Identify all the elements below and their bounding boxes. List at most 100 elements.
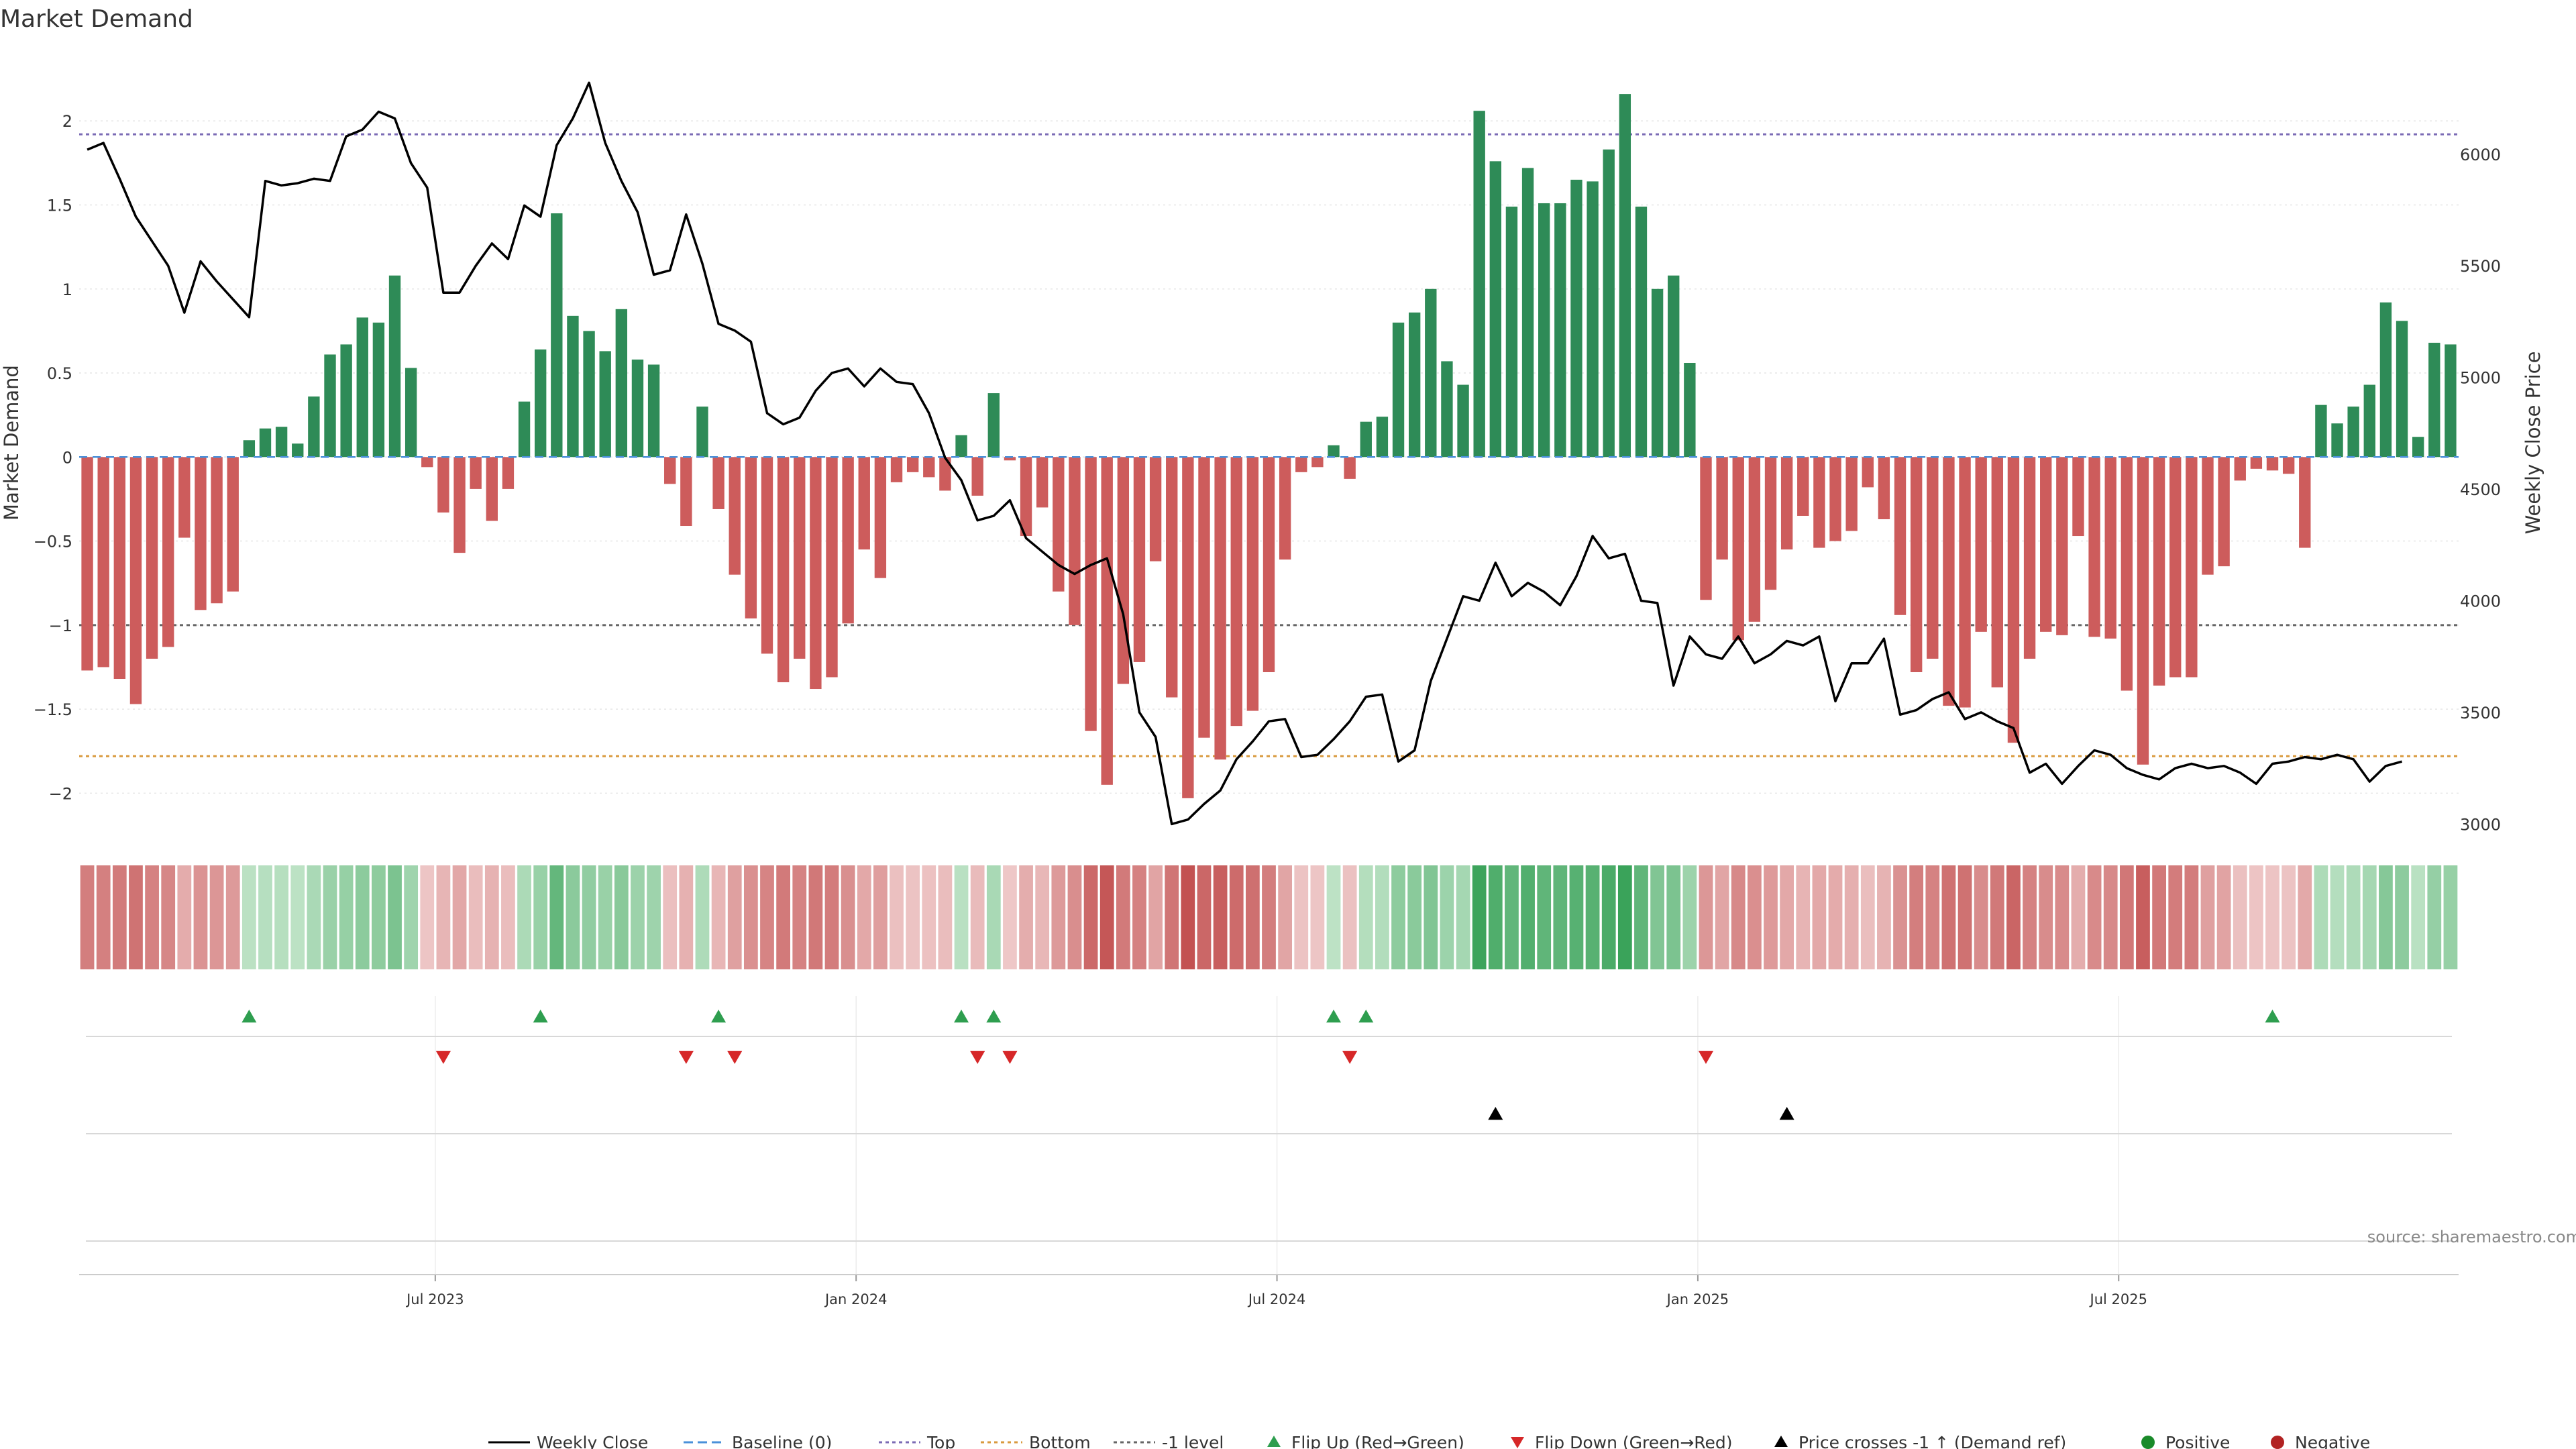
heat-cell	[1424, 865, 1438, 969]
demand-bar	[1668, 275, 1680, 458]
heat-cell	[1019, 865, 1033, 969]
heat-cell	[2233, 865, 2247, 969]
demand-bar	[2104, 457, 2116, 639]
demand-bar	[1538, 203, 1550, 458]
demand-bar	[2040, 457, 2052, 632]
heat-cell	[484, 865, 499, 969]
heat-cell	[2039, 865, 2053, 969]
demand-bar	[486, 457, 498, 521]
demand-bar	[1182, 457, 1194, 798]
event-markers	[86, 1010, 2452, 1242]
heat-cell	[1925, 865, 1940, 969]
demand-bar	[1505, 206, 1518, 458]
demand-bar	[890, 457, 903, 482]
demand-bar	[2363, 384, 2375, 458]
demand-bar	[2428, 342, 2440, 458]
demand-bar	[1829, 457, 1841, 541]
demand-bar	[340, 344, 352, 458]
demand-bar	[1813, 457, 1825, 548]
demand-bar	[615, 309, 628, 458]
demand-bar	[712, 457, 724, 509]
heat-cell	[841, 865, 855, 969]
demand-bar	[81, 457, 93, 671]
price-series	[87, 81, 2402, 826]
heat-cell	[339, 865, 354, 969]
demand-bar	[826, 457, 838, 678]
heat-cell	[1148, 865, 1163, 969]
legend-label: -1 level	[1162, 1433, 1224, 1449]
demand-bar	[971, 457, 983, 496]
demand-bar	[195, 457, 207, 610]
heat-cell	[290, 865, 305, 969]
y-tick-label: 0	[62, 448, 72, 467]
heat-cell	[1569, 865, 1584, 969]
flip-up-marker	[954, 1010, 969, 1023]
heat-cell	[225, 865, 240, 969]
heat-cell	[1844, 865, 1859, 969]
demand-bar	[680, 457, 692, 527]
demand-bar	[955, 435, 967, 458]
y-tick-label: −1.5	[34, 700, 72, 719]
y-tick-label: −0.5	[34, 533, 72, 551]
heat-cell	[1407, 865, 1422, 969]
legend-label: Positive	[2165, 1433, 2230, 1449]
y2-tick-label: 6000	[2460, 146, 2501, 164]
demand-bar	[2445, 344, 2457, 458]
demand-bar	[470, 457, 482, 489]
heat-cell	[1132, 865, 1146, 969]
demand-bar	[1392, 322, 1405, 458]
demand-bar	[2088, 457, 2100, 637]
flip-up-marker	[241, 1010, 257, 1023]
heat-cell	[1375, 865, 1389, 969]
demand-bar	[1149, 457, 1162, 561]
heat-cell	[1197, 865, 1212, 969]
demand-bar	[1085, 457, 1097, 731]
heat-cell	[1213, 865, 1228, 969]
demand-bar	[1684, 362, 1696, 458]
y2-tick-label: 5500	[2460, 257, 2501, 276]
demand-bar	[2282, 457, 2295, 474]
demand-bar	[308, 396, 320, 458]
heat-cell	[647, 865, 661, 969]
flip-up-marker	[1358, 1010, 1374, 1023]
heat-cell	[145, 865, 159, 969]
heat-cell	[96, 865, 111, 969]
heat-cell	[388, 865, 402, 969]
heat-cell	[2395, 865, 2409, 969]
heat-cell	[1877, 865, 1891, 969]
demand-bar	[1748, 457, 1761, 622]
heat-cell	[2136, 865, 2150, 969]
heat-cell	[1634, 865, 1648, 969]
demand-bar	[1603, 149, 1615, 458]
heat-cell	[679, 865, 694, 969]
demand-bar	[1570, 179, 1582, 458]
y-tick-label: 1.5	[47, 196, 72, 215]
x-tick-label: Jan 2024	[824, 1291, 888, 1307]
demand-bar	[113, 457, 126, 679]
demand-bar	[987, 393, 1000, 458]
demand-bar	[599, 351, 611, 458]
demand-bar	[906, 457, 919, 472]
heat-cell	[906, 865, 920, 969]
y-tick-label: 0.5	[47, 364, 72, 383]
y2-tick-label: 5000	[2460, 369, 2501, 388]
cross-up-marker	[1779, 1107, 1794, 1120]
demand-bar	[874, 457, 887, 578]
heat-cell	[1780, 865, 1794, 969]
heat-cell	[2071, 865, 2086, 969]
demand-bar	[1311, 457, 1324, 468]
heat-cell	[1941, 865, 1956, 969]
heat-cell	[1245, 865, 1260, 969]
heat-cell	[468, 865, 483, 969]
demand-bar	[2412, 437, 2424, 458]
heat-cell	[695, 865, 710, 969]
heat-cell	[1358, 865, 1373, 969]
heat-cell	[2314, 865, 2328, 969]
demand-bar	[2315, 405, 2327, 458]
heat-cell	[307, 865, 321, 969]
source-note: source: sharemaestro.com	[2367, 1228, 2576, 1246]
heat-cell	[890, 865, 904, 969]
demand-bar	[1554, 203, 1566, 458]
heat-cell	[209, 865, 224, 969]
